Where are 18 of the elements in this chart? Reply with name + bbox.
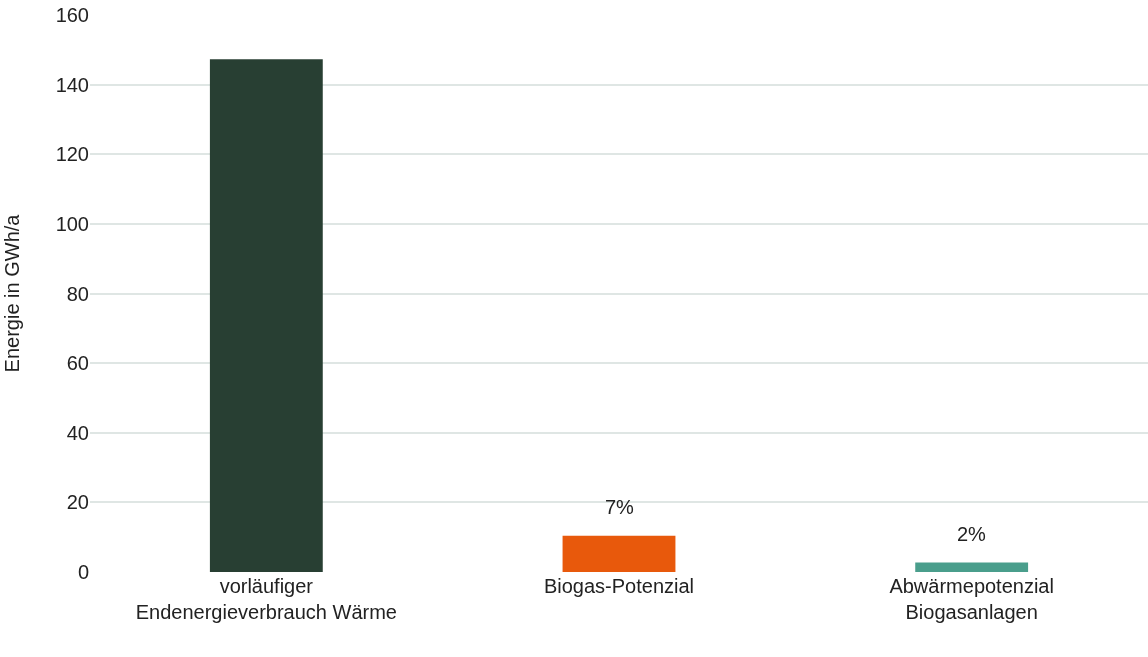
y-tick-label: 100 [55,212,89,235]
y-tick-label: 0 [77,561,89,583]
y-tick-label: 40 [66,421,89,444]
annotation: 7% [605,496,635,518]
y-tick-label: 60 [66,352,89,375]
bar [562,535,676,572]
y-tick-label: 160 [55,4,89,26]
x-tick-label: Abwärmepotenzial Biogasanlagen [889,575,1054,623]
y-tick-label: 20 [66,491,89,514]
y-axis-title: Energie in GWh/a [1,213,24,373]
y-tick-label: 120 [55,143,89,166]
annotation: 2% [957,523,987,545]
x-tick-label: Biogas-Potenzial [543,575,695,597]
x-tick-label: vorläufiger Endenergieverbrauch Wärme [135,575,397,623]
bar [915,562,1029,572]
bar [209,59,323,572]
y-tick-label: 140 [55,73,89,96]
y-tick-label: 80 [66,282,89,305]
